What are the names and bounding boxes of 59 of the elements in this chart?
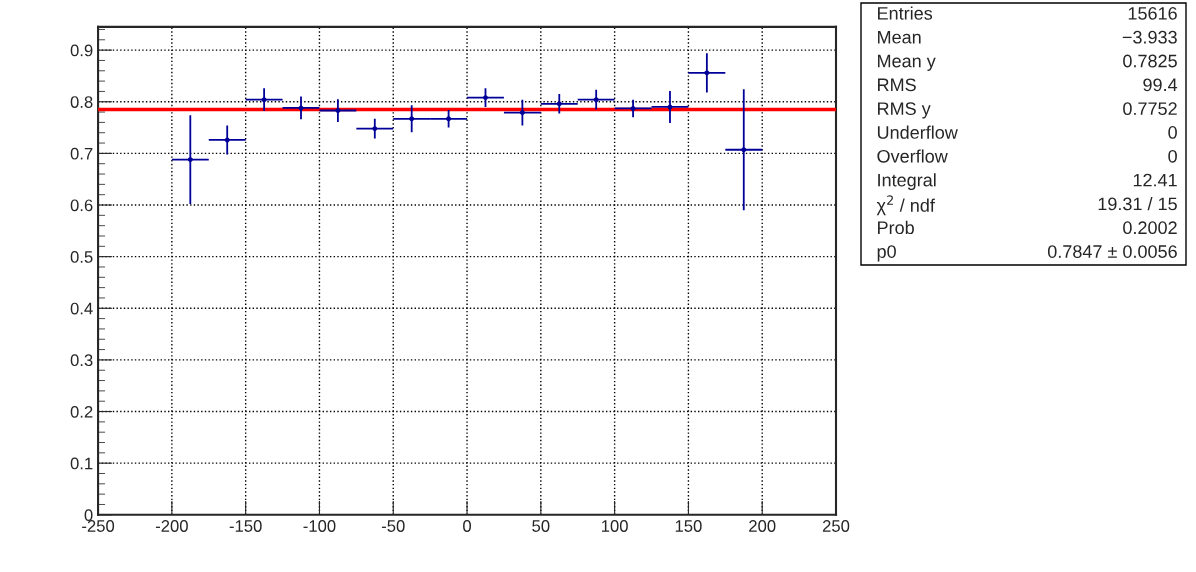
text: 15616 <box>1128 6 1177 20</box>
text: p0 <box>877 245 896 262</box>
text: 99.4 <box>1143 78 1178 92</box>
point <box>630 106 636 111</box>
text: RMS y <box>878 102 931 119</box>
text: Integral <box>878 173 936 191</box>
point <box>372 126 378 132</box>
point <box>704 70 710 76</box>
text: Entries <box>878 6 933 20</box>
y-tick-label: 0.6 <box>70 199 93 212</box>
point <box>409 116 415 122</box>
y-tick-label: 0.7 <box>70 147 93 160</box>
y-tick-label: 0.4 <box>70 302 93 315</box>
point <box>446 116 452 122</box>
point <box>667 104 673 110</box>
text: 0.7752 <box>1123 102 1177 116</box>
point <box>741 147 747 153</box>
x-tick-label: 50 <box>532 520 550 532</box>
text: 0.2002 <box>1123 221 1177 235</box>
text: χ$^{2}$ / ndf <box>876 195 935 216</box>
text: 0.7847 ± 0.0056 <box>1047 245 1177 258</box>
x-tick-label: 200 <box>749 520 776 532</box>
point <box>593 97 599 103</box>
text: 0 <box>1168 149 1177 163</box>
y-tick-label: 0 <box>84 509 93 521</box>
text: Underflow <box>877 125 958 139</box>
text: RMS <box>878 78 916 92</box>
text: 19.31 / 15 <box>1098 197 1177 211</box>
text: 0.7825 <box>1123 54 1177 68</box>
point <box>483 95 488 101</box>
point <box>261 97 267 103</box>
y-tick-label: 0.9 <box>70 44 93 57</box>
text: Mean <box>878 30 921 44</box>
point <box>298 105 304 111</box>
text: Overflow <box>877 149 948 163</box>
text: 12.41 <box>1133 173 1177 187</box>
point <box>224 137 230 143</box>
text: −3.933 <box>1122 30 1177 44</box>
point <box>187 157 193 163</box>
y-tick-label: 0.2 <box>70 405 93 418</box>
x-tick-label: 0 <box>463 520 472 532</box>
y-tick-label: 0.1 <box>70 457 93 470</box>
y-tick-label: 0.3 <box>70 354 93 367</box>
point <box>335 108 341 113</box>
y-tick-label: 0.8 <box>70 96 93 108</box>
x-tick-label: 100 <box>601 520 628 532</box>
y-tick-label: 0.5 <box>70 251 93 263</box>
point <box>519 110 525 116</box>
x-tick-label: 250 <box>822 520 850 532</box>
x-tick-label: -150 <box>229 520 262 532</box>
x-tick-label: -200 <box>155 520 188 532</box>
text: Prob <box>878 220 914 235</box>
x-tick-label: 150 <box>675 520 702 532</box>
point <box>556 101 562 107</box>
text: Mean y <box>878 54 936 71</box>
x-tick-label: -250 <box>82 520 115 532</box>
text: 0 <box>1168 126 1177 139</box>
x-tick-label: -100 <box>303 520 336 532</box>
x-tick-label: -50 <box>381 520 405 532</box>
